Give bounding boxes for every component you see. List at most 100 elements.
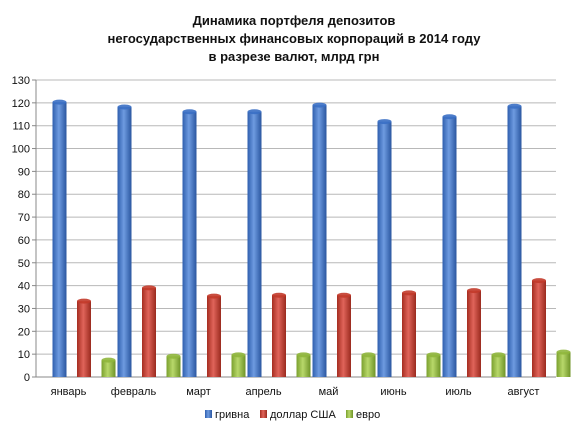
bar-body — [231, 354, 246, 377]
bar-body — [117, 106, 132, 377]
y-axis-tick-labels: 0 10 20 30 40 50 60 70 80 90 100 110 120 130 — [12, 75, 30, 384]
y-tick-label: 80 — [18, 189, 30, 201]
bar-cap — [402, 290, 416, 296]
bar-cap — [467, 288, 481, 294]
bar-cap — [182, 109, 197, 115]
bar-cap — [361, 352, 376, 358]
x-category-label: январь — [51, 386, 87, 398]
y-tick-label: 40 — [18, 281, 30, 293]
bar-body — [182, 111, 197, 377]
bar-1-5 — [312, 102, 327, 377]
y-tick-label: 10 — [18, 349, 30, 361]
bar-cap — [507, 103, 522, 109]
bar-body — [77, 301, 91, 377]
bar-3-3 — [231, 352, 246, 377]
x-category-label: апрель — [245, 386, 281, 398]
bar-cap — [207, 293, 221, 299]
y-tick-label: 120 — [12, 98, 30, 110]
bar-1-4 — [247, 109, 262, 377]
bars — [52, 99, 571, 378]
legend-item-2: доллар США — [260, 409, 336, 421]
bar-body — [312, 105, 327, 377]
y-tick-label: 0 — [24, 372, 30, 384]
bar-2-2 — [142, 285, 156, 377]
bar-cap — [312, 102, 327, 108]
bar-2-5 — [337, 292, 351, 377]
bar-1-7 — [442, 114, 457, 377]
x-category-label: февраль — [111, 386, 157, 398]
bar-cap — [442, 114, 457, 120]
x-category-label: март — [186, 386, 211, 398]
chart-title-line-1: Динамика портфеля депозитов — [193, 13, 396, 28]
legend-swatch — [260, 410, 267, 418]
bar-body — [361, 354, 376, 377]
y-tick-label: 30 — [18, 303, 30, 315]
bar-cap — [77, 298, 91, 304]
y-tick-label: 20 — [18, 326, 30, 338]
bar-body — [207, 296, 221, 377]
y-tick-label: 50 — [18, 258, 30, 270]
bar-body — [296, 354, 311, 377]
bar-1-2 — [117, 104, 132, 377]
bar-body — [442, 116, 457, 377]
chart-title-line-2: негосударственных финансовых корпораций … — [108, 31, 482, 46]
bar-body — [142, 287, 156, 377]
bar-cap — [166, 353, 181, 359]
bar-body — [402, 292, 416, 377]
legend-swatch — [346, 410, 353, 418]
bar-body — [337, 295, 351, 377]
legend-item-3: евро — [346, 409, 380, 421]
y-tick-label: 90 — [18, 166, 30, 178]
bar-cap — [337, 292, 351, 298]
bar-body — [52, 102, 67, 377]
bar-body — [247, 111, 262, 377]
bar-body — [101, 360, 116, 377]
bar-1-6 — [377, 119, 392, 377]
legend-label: гривна — [215, 409, 250, 421]
x-category-label: август — [508, 386, 540, 398]
bar-3-5 — [361, 352, 376, 377]
bar-body — [556, 352, 571, 377]
bar-cap — [296, 352, 311, 358]
bar-2-6 — [402, 290, 416, 377]
y-tick-label: 110 — [12, 121, 30, 133]
bar-body — [166, 356, 181, 377]
bar-cap — [272, 292, 286, 298]
bar-cap — [556, 349, 571, 355]
bar-cap — [101, 357, 116, 363]
bar-body — [532, 280, 546, 377]
bar-3-2 — [166, 353, 181, 377]
bar-cap — [247, 109, 262, 115]
bar-body — [507, 106, 522, 378]
bar-cap — [426, 352, 441, 358]
bar-3-6 — [426, 352, 441, 377]
bar-body — [467, 290, 481, 377]
y-tick-label: 70 — [18, 212, 30, 224]
legend-swatch — [205, 410, 212, 418]
y-tick-label: 60 — [18, 235, 30, 247]
bar-1-1 — [52, 99, 67, 377]
bar-body — [491, 354, 506, 377]
x-category-label: июль — [445, 386, 472, 398]
bar-2-7 — [467, 288, 481, 377]
bar-2-1 — [77, 298, 91, 377]
bar-3-7 — [491, 352, 506, 377]
bar-cap — [52, 99, 67, 105]
bar-3-1 — [101, 357, 116, 377]
bar-cap — [117, 104, 132, 110]
bar-1-8 — [507, 103, 522, 378]
bar-2-3 — [207, 293, 221, 377]
legend: гривна доллар США евро — [205, 409, 380, 421]
bar-2-4 — [272, 292, 286, 377]
x-category-label: июнь — [380, 386, 406, 398]
bar-3-8 — [556, 349, 571, 377]
bar-2-8 — [532, 278, 546, 377]
legend-label: доллар США — [270, 409, 336, 421]
legend-label: евро — [356, 409, 380, 421]
legend-item-1: гривна — [205, 409, 250, 421]
bar-cap — [231, 352, 246, 358]
bar-cap — [532, 278, 546, 284]
bar-1-3 — [182, 109, 197, 377]
bar-body — [272, 295, 286, 377]
